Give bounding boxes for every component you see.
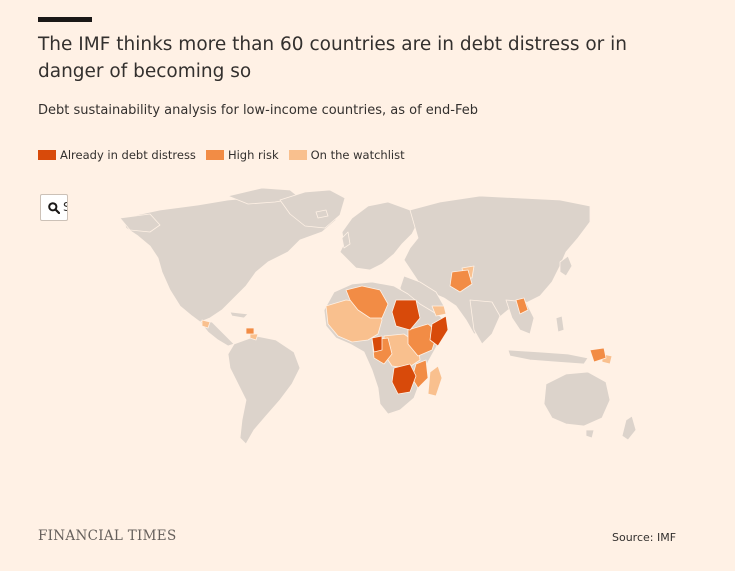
uk bbox=[341, 231, 351, 249]
legend-item-debt-distress: Already in debt distress bbox=[38, 148, 196, 162]
alaska bbox=[119, 213, 161, 233]
chart-title: The IMF thinks more than 60 countries ar… bbox=[38, 34, 628, 82]
legend-item-watchlist: On the watchlist bbox=[288, 148, 405, 162]
greenland bbox=[279, 189, 346, 229]
india bbox=[469, 299, 501, 345]
caribbean-watchlist bbox=[249, 333, 259, 341]
legend-swatch-watchlist bbox=[288, 150, 307, 160]
legend-swatch-debt-distress bbox=[38, 150, 56, 160]
new-zealand bbox=[621, 415, 637, 441]
chart-subtitle: Debt sustainability analysis for low-inc… bbox=[38, 103, 478, 118]
cuba bbox=[229, 311, 249, 319]
indonesia bbox=[507, 349, 589, 365]
east-africa-high-risk bbox=[407, 323, 439, 357]
top-rule bbox=[38, 17, 92, 22]
legend-label-high-risk: High risk bbox=[227, 148, 279, 162]
legend-label-debt-distress: Already in debt distress bbox=[60, 148, 196, 162]
somalia-debt-distress bbox=[429, 315, 449, 347]
madagascar bbox=[427, 365, 443, 397]
legend-item-high-risk: High risk bbox=[205, 148, 279, 162]
asia bbox=[403, 195, 591, 335]
sahel-high-risk bbox=[345, 285, 389, 319]
legend-swatch-high-risk bbox=[205, 150, 224, 160]
central-america-watchlist bbox=[201, 319, 211, 329]
afghanistan-high-risk bbox=[449, 269, 473, 293]
world-map[interactable] bbox=[0, 180, 735, 460]
caribbean-high-risk bbox=[245, 327, 255, 335]
search-icon bbox=[48, 202, 60, 214]
source-note: Source: IMF bbox=[612, 531, 677, 544]
search-label: S bbox=[63, 200, 67, 214]
iceland bbox=[315, 209, 329, 219]
south-america bbox=[227, 335, 301, 445]
legend-label-watchlist: On the watchlist bbox=[310, 148, 405, 162]
tasmania bbox=[585, 429, 595, 439]
search-button[interactable]: S bbox=[40, 194, 68, 221]
philippines bbox=[555, 315, 565, 333]
ft-logo: FINANCIAL TIMES bbox=[38, 528, 177, 544]
australia bbox=[543, 371, 611, 427]
laos-high-risk bbox=[515, 297, 529, 315]
sudan-debt-distress bbox=[391, 299, 421, 331]
japan bbox=[559, 255, 573, 277]
png-high-risk bbox=[589, 347, 607, 363]
legend: Already in debt distress High risk On th… bbox=[38, 148, 405, 162]
yemen-watchlist bbox=[431, 305, 447, 317]
congo-debt-distress bbox=[371, 335, 383, 353]
southern-africa-debt-distress bbox=[391, 363, 417, 395]
europe bbox=[339, 201, 419, 271]
